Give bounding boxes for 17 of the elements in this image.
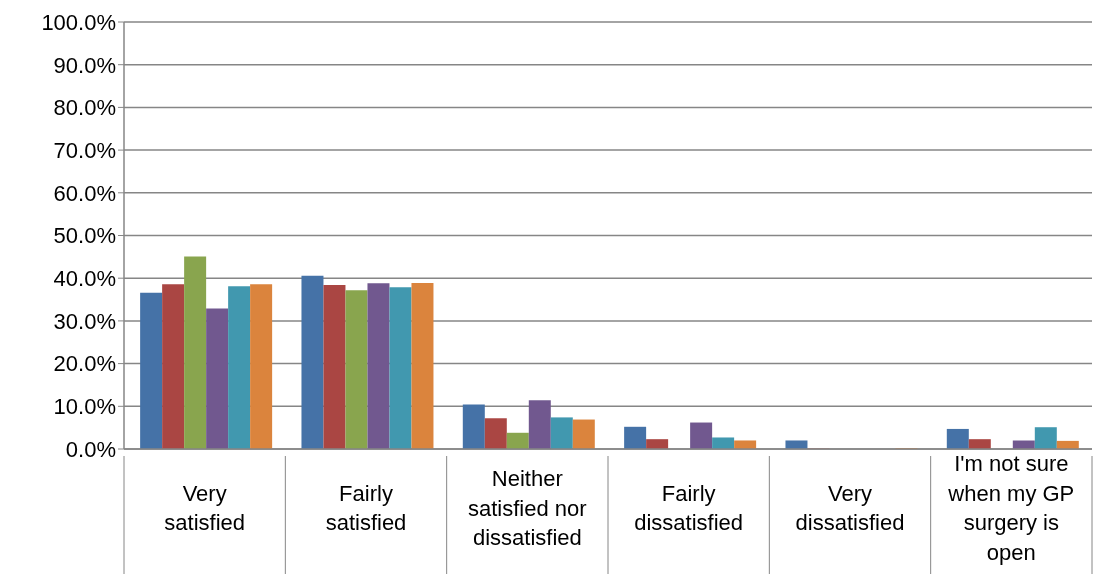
- x-tick-label: Fairly satisfied: [325, 480, 407, 536]
- y-tick-label: 80.0%: [53, 95, 116, 121]
- y-tick-label: 50.0%: [53, 223, 116, 249]
- y-tick-label: 60.0%: [53, 180, 116, 206]
- x-tick-label: Very dissatisfied: [795, 480, 905, 536]
- y-tick-label: 100.0%: [41, 9, 116, 35]
- x-tick-label: Very satisfied: [164, 480, 246, 536]
- x-tick-label: Neither satisfied nor dissatisfied: [468, 465, 587, 551]
- x-tick-label: I'm not sure when my GP surgery is open: [947, 450, 1075, 566]
- y-tick-label: 20.0%: [53, 351, 116, 377]
- y-tick-label: 0.0%: [65, 436, 116, 462]
- y-tick-label: 30.0%: [53, 308, 116, 334]
- y-tick-label: 90.0%: [53, 52, 116, 78]
- y-tick-label: 40.0%: [53, 266, 116, 292]
- y-tick-label: 10.0%: [53, 394, 116, 420]
- y-tick-label: 70.0%: [53, 137, 116, 163]
- x-tick-label: Fairly dissatisfied: [634, 480, 744, 536]
